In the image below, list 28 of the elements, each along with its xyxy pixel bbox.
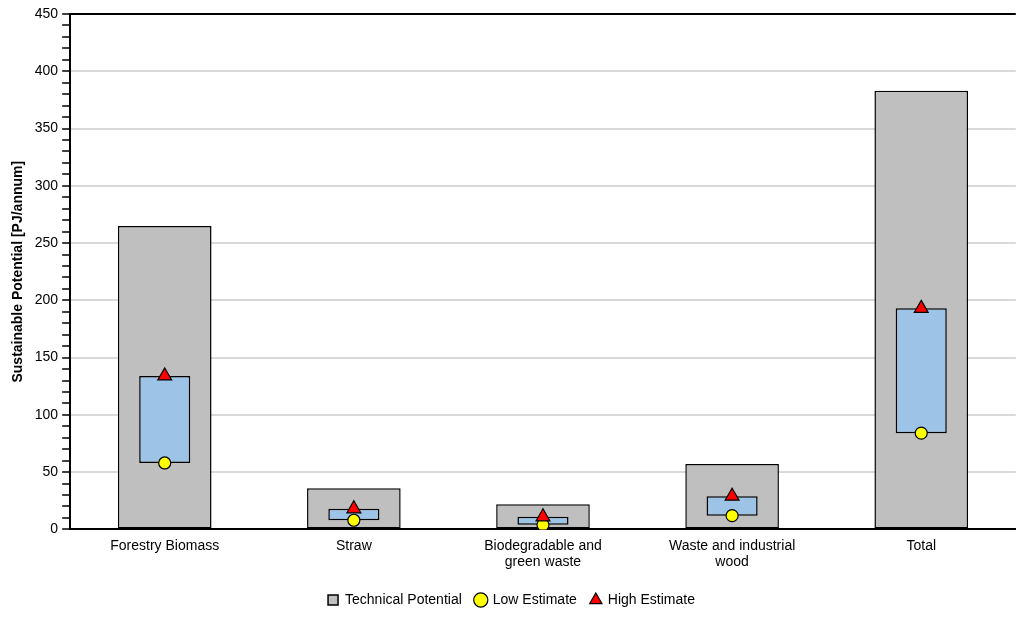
x-tick-label: Straw <box>335 536 373 553</box>
point <box>913 299 929 313</box>
point <box>535 508 551 522</box>
legend-label: Technical Potential <box>345 590 462 607</box>
y-tick-label: 50 <box>42 462 59 479</box>
point <box>914 426 928 440</box>
point <box>724 487 740 501</box>
x-tick-label: Waste and industrial wood <box>668 536 796 570</box>
y-tick-label: 250 <box>34 233 59 250</box>
y-axis-title: Sustainable Potential [PJ/annum] <box>9 160 26 383</box>
point <box>346 500 362 514</box>
y-tick-label: 450 <box>34 4 59 21</box>
legend-label: Low Estimate <box>492 590 578 607</box>
y-tick-label: 0 <box>50 520 59 537</box>
point <box>725 509 739 523</box>
y-tick-label: 300 <box>34 176 59 193</box>
x-tick-label: Forestry Biomass <box>110 536 220 553</box>
x-tick-label: Biodegradable and green waste <box>484 536 602 570</box>
x-tick-label: Total <box>906 536 937 553</box>
point <box>347 513 361 527</box>
point <box>158 456 172 470</box>
y-tick-label: 100 <box>34 405 59 422</box>
y-tick-label: 150 <box>34 348 59 365</box>
legend-label: High Estimate <box>607 590 696 607</box>
y-tick-label: 200 <box>34 291 59 308</box>
y-tick-label: 400 <box>34 62 59 79</box>
point <box>157 367 173 381</box>
y-tick-label: 350 <box>34 119 59 136</box>
